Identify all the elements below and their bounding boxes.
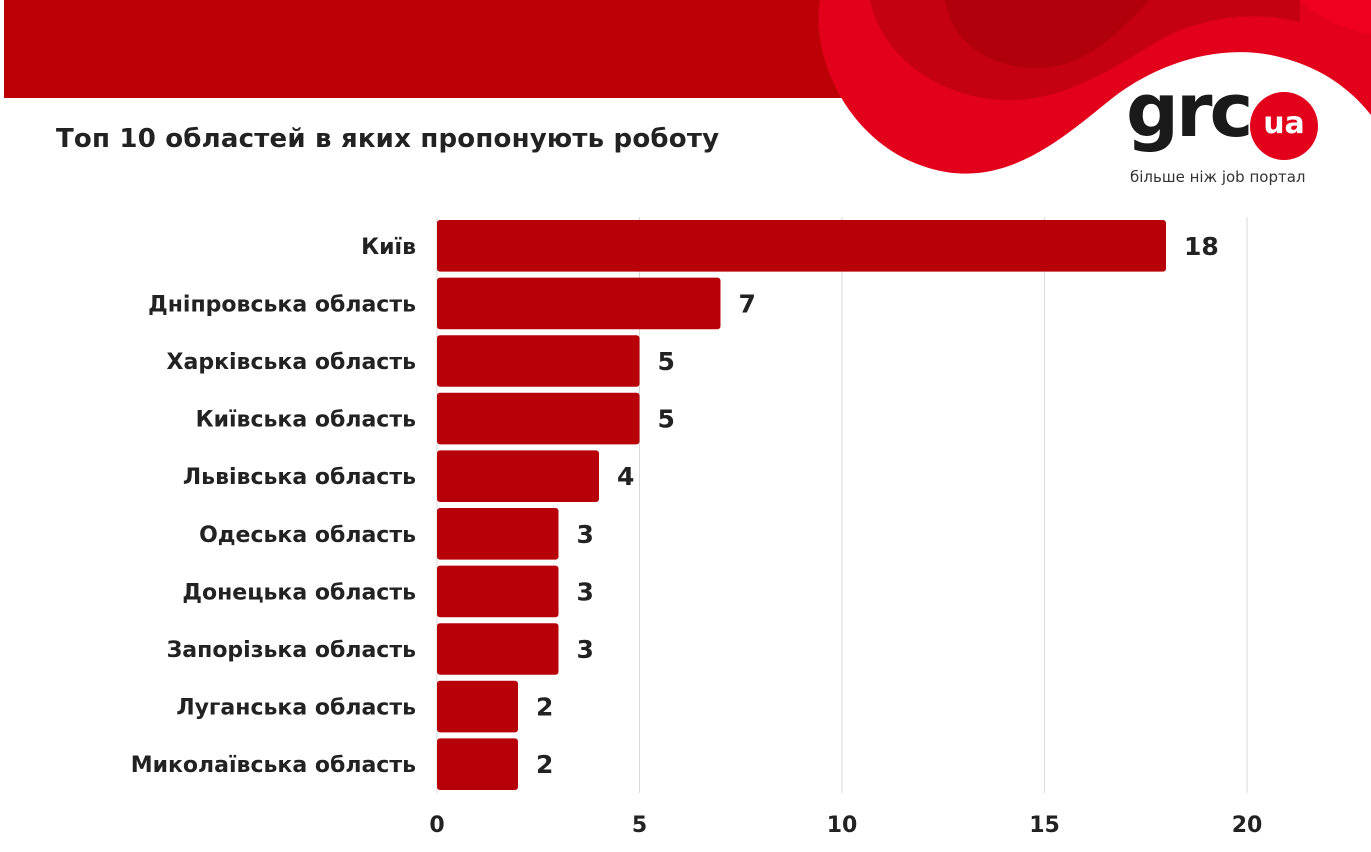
category-label: Львівська область: [183, 465, 416, 490]
logo-wordmark: grc: [1126, 68, 1253, 154]
bars: [437, 220, 1166, 790]
brand-logo: grc ua більше ніж job портал: [1126, 74, 1326, 192]
data-label: 18: [1184, 232, 1219, 261]
bar: [437, 450, 599, 502]
bar: [437, 623, 559, 675]
logo-badge: ua: [1250, 92, 1318, 160]
bar: [437, 738, 518, 790]
header-decoration: [4, 0, 1371, 174]
x-tick-label: 15: [1029, 813, 1060, 838]
data-label: 2: [536, 693, 553, 722]
x-axis-ticks: 0 5 10 15 20: [429, 813, 1262, 838]
category-label: Донецька область: [182, 580, 416, 605]
category-label: Київська область: [196, 408, 416, 433]
bar: [437, 392, 640, 445]
bar: [437, 565, 559, 618]
bar: [437, 680, 518, 733]
x-tick-label: 20: [1232, 813, 1263, 838]
bar: [437, 277, 721, 330]
category-label: Запорізька область: [167, 638, 416, 663]
category-label: Київ: [361, 235, 416, 260]
category-labels: Київ Дніпровська область Харківська област…: [131, 235, 416, 778]
data-label: 5: [658, 347, 675, 376]
data-label: 3: [577, 635, 594, 664]
category-label: Харківська область: [167, 350, 416, 375]
bar: [437, 508, 559, 560]
bar: [437, 335, 640, 387]
data-label: 7: [739, 289, 756, 318]
chart-title: Топ 10 областей в яких пропонують роботу: [56, 124, 720, 154]
category-label: Дніпровська область: [148, 292, 416, 317]
x-tick-label: 5: [632, 813, 647, 838]
data-label: 3: [577, 577, 594, 606]
category-label: Миколаївська область: [131, 753, 416, 778]
data-label: 2: [536, 750, 553, 779]
x-tick-label: 0: [429, 813, 444, 838]
category-label: Одеська область: [199, 523, 416, 548]
logo-tagline: більше ніж job портал: [1130, 168, 1306, 186]
x-tick-label: 10: [827, 813, 858, 838]
data-label: 4: [617, 462, 634, 491]
data-label: 3: [577, 520, 594, 549]
category-label: Луганська область: [176, 696, 416, 721]
data-label: 5: [658, 405, 675, 434]
bar: [437, 220, 1166, 272]
